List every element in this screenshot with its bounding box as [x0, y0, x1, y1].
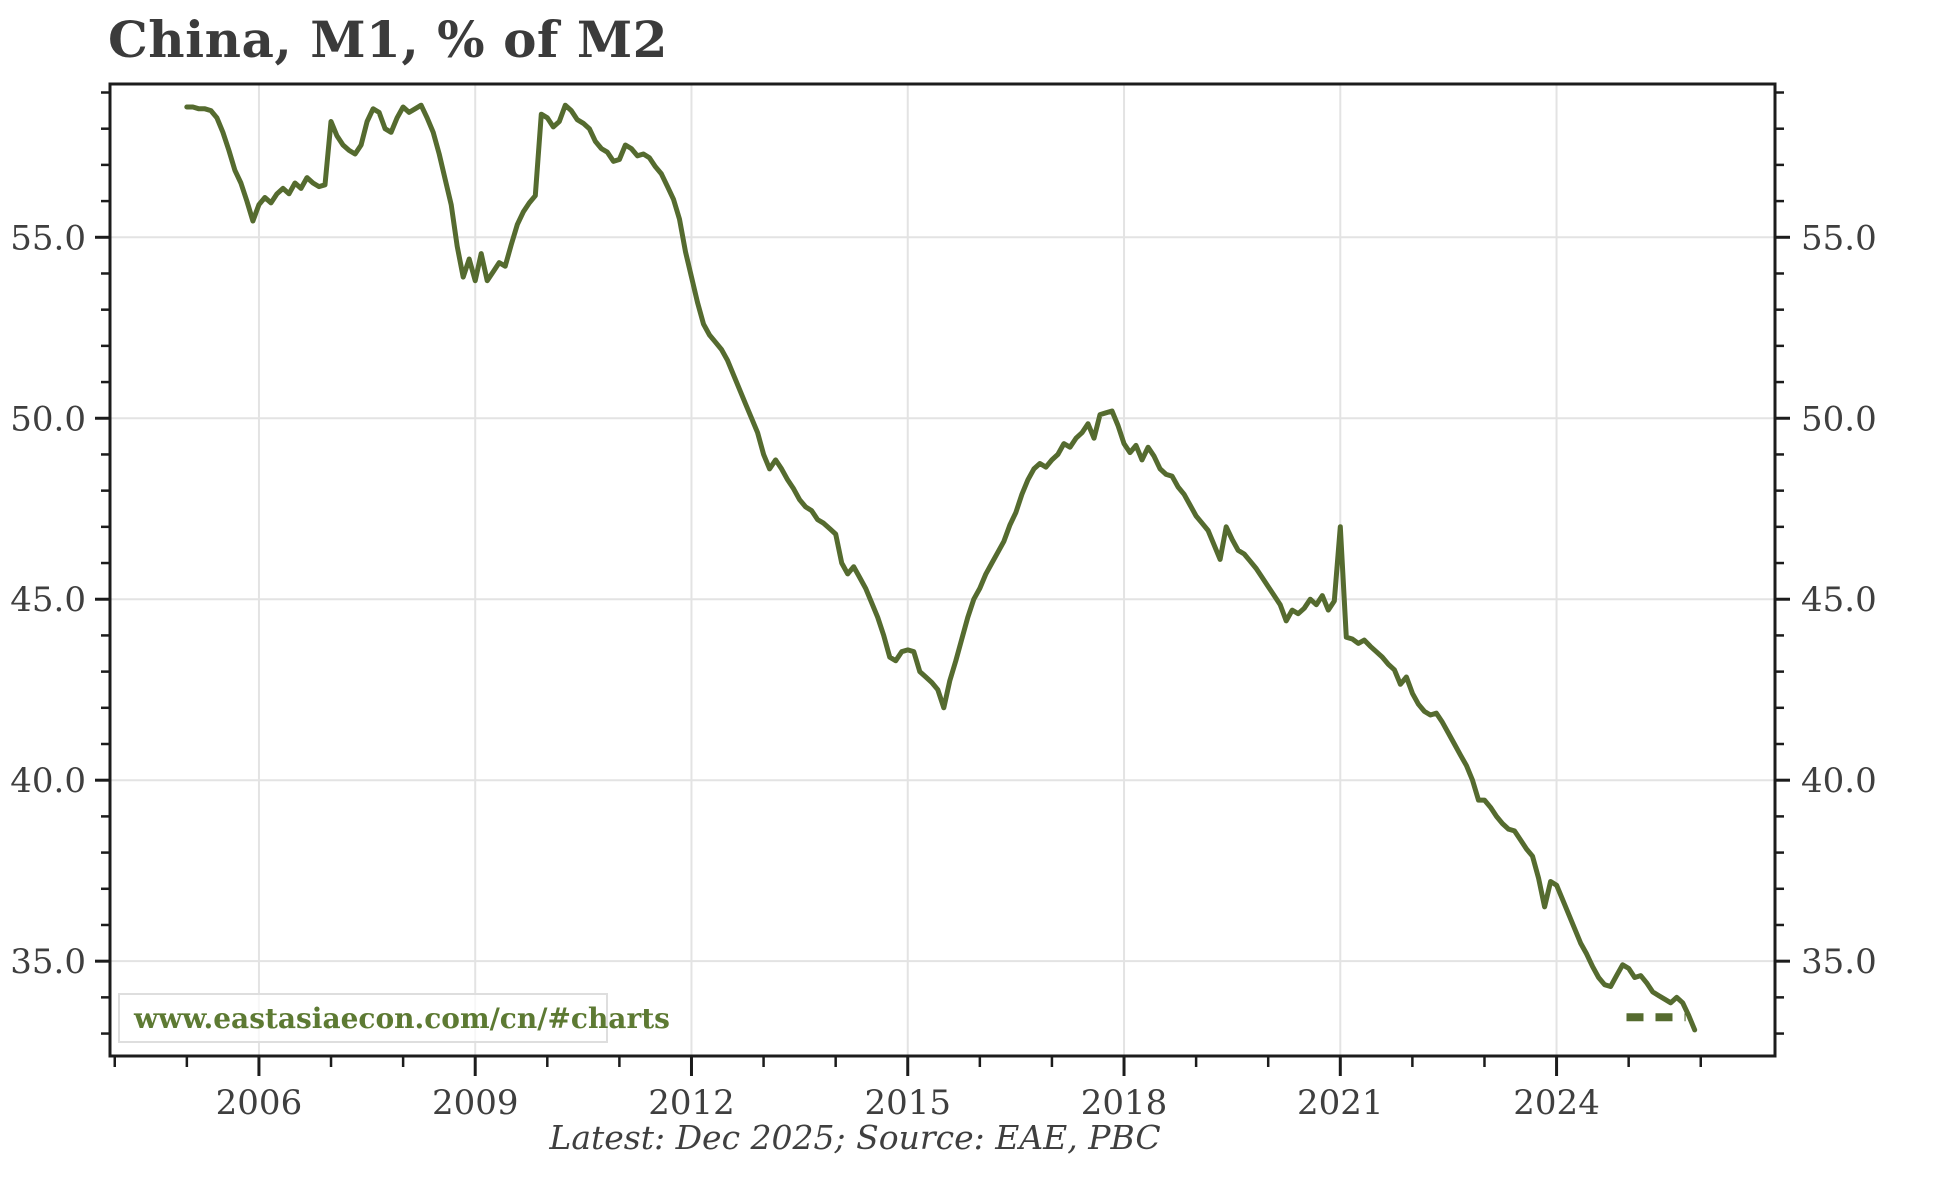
y-tick-label-right: 45.0 [1801, 580, 1877, 620]
y-tick-label-left: 40.0 [10, 761, 86, 801]
x-tick-label: 2021 [1297, 1083, 1384, 1123]
y-tick-label-left: 35.0 [10, 942, 86, 982]
x-tick-label: 2006 [216, 1083, 303, 1123]
y-tick-label-left: 55.0 [10, 218, 86, 258]
y-tick-label-right: 35.0 [1801, 942, 1877, 982]
watermark-box[interactable]: www.eastasiaecon.com/cn/#charts [118, 993, 670, 1043]
y-tick-label-right: 55.0 [1801, 218, 1877, 258]
x-tick-label: 2024 [1513, 1083, 1600, 1123]
x-tick-label: 2018 [1081, 1083, 1168, 1123]
y-tick-label-left: 50.0 [10, 399, 86, 439]
watermark-link[interactable]: www.eastasiaecon.com/cn/#charts [134, 1001, 670, 1035]
y-tick-label-right: 40.0 [1801, 761, 1877, 801]
m1-percent-of-m2-line [184, 102, 1698, 1033]
x-tick-label: 2012 [648, 1083, 735, 1123]
chart-title: China, M1, % of M2 [108, 10, 668, 69]
y-tick-label-left: 45.0 [10, 580, 86, 620]
x-tick-label: 2015 [864, 1083, 951, 1123]
y-tick-label-right: 50.0 [1801, 399, 1877, 439]
plot-border [108, 82, 1777, 1058]
chart-caption: Latest: Dec 2025; Source: EAE, PBC [549, 1118, 1161, 1157]
x-tick-label: 2009 [432, 1083, 519, 1123]
